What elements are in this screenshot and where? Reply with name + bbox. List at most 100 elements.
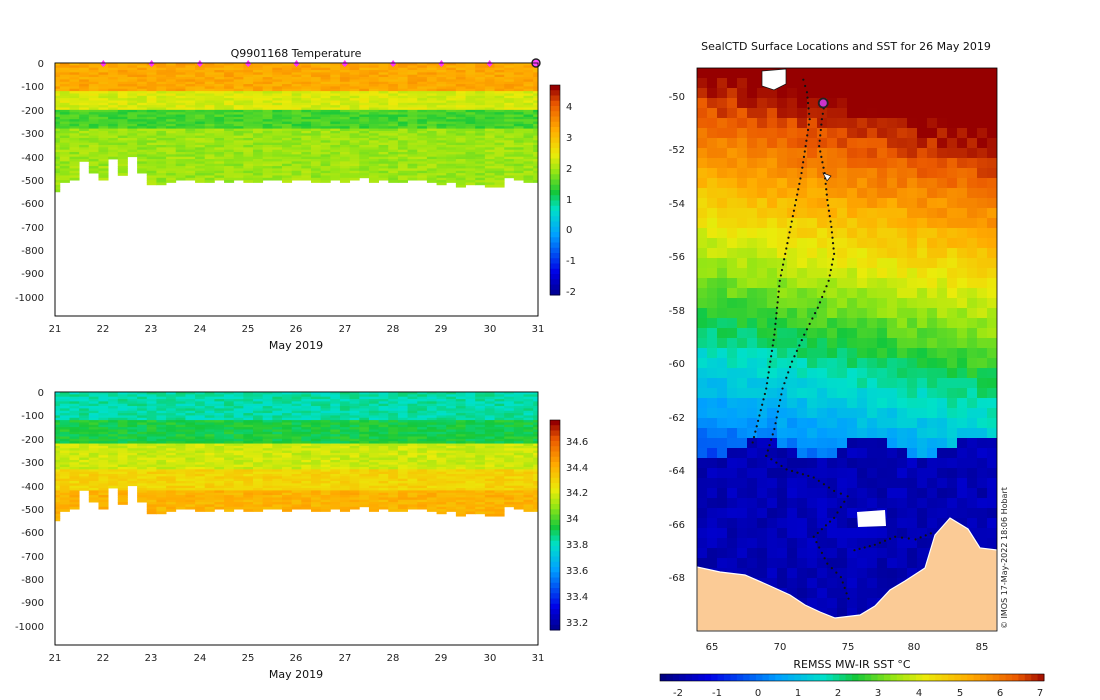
profile-cell [320, 130, 331, 134]
profile-cell [484, 506, 495, 510]
profile-cell [484, 168, 495, 172]
profile-cell [156, 485, 167, 489]
profile-cell [455, 502, 466, 505]
profile-cell [88, 152, 99, 155]
profile-cell [339, 466, 351, 470]
profile-cell [233, 102, 244, 106]
profile-cell [397, 166, 408, 169]
profile-cell [272, 420, 283, 423]
profile-cell [320, 466, 331, 470]
profile-cell [455, 67, 466, 71]
profile-cell [243, 142, 254, 146]
profile-cell [156, 452, 167, 456]
profile-cell [195, 79, 206, 83]
profile-cell [320, 457, 331, 461]
profile-cell [359, 403, 370, 407]
profile-cell [108, 396, 119, 400]
profile-cell [262, 109, 273, 113]
profile-cell [175, 429, 186, 433]
profile-cell [310, 70, 322, 73]
profile-cell [320, 81, 331, 85]
profile-cell [465, 105, 476, 108]
profile-cell [349, 168, 360, 172]
profile-cell [224, 438, 235, 442]
profile-cell [243, 481, 254, 484]
profile-cell [127, 84, 138, 87]
profile-cell [291, 410, 302, 414]
profile-cell [320, 105, 331, 108]
profile-cell [397, 441, 408, 444]
profile-cell [310, 109, 322, 113]
profile-cell [233, 168, 244, 172]
profile-cell [368, 401, 380, 405]
profile-cell [504, 114, 515, 118]
profile-cell [156, 509, 167, 512]
profile-cell [88, 128, 99, 132]
profile-cell [301, 455, 312, 458]
profile-cell [465, 495, 476, 498]
profile-cell [88, 441, 99, 444]
profile-cell [407, 462, 418, 466]
profile-cell [233, 403, 244, 407]
profile-cell [214, 70, 225, 73]
profile-cell [446, 466, 457, 470]
profile-cell [55, 168, 61, 172]
profile-cell [262, 401, 273, 405]
profile-cell [484, 459, 495, 463]
profile-cell [224, 105, 235, 108]
profile-cell [146, 471, 157, 475]
profile-cell [59, 163, 70, 167]
colorbar-segment [550, 284, 560, 291]
profile-cell [455, 128, 466, 132]
profile-cell [88, 81, 99, 85]
profile-cell [224, 488, 235, 491]
colorbar-segment [550, 247, 560, 254]
profile-cell [417, 438, 428, 442]
profile-cell [98, 417, 109, 421]
profile-cell [55, 144, 61, 148]
profile-cell [407, 98, 418, 101]
profile-cell [55, 184, 61, 188]
profile-cell [320, 144, 331, 148]
profile-cell [253, 497, 264, 501]
profile-cell [272, 485, 283, 489]
profile-cell [484, 70, 495, 73]
profile-cell [475, 392, 486, 395]
temperature-title: Q9901168 Temperature [231, 47, 362, 60]
profile-cell [224, 403, 235, 407]
profile-cell [301, 476, 312, 480]
profile-cell [175, 126, 186, 129]
profile-cell [426, 490, 437, 494]
profile-cell [88, 457, 99, 461]
profile-cell [195, 469, 206, 473]
profile-cell [465, 466, 476, 470]
profile-cell [204, 177, 215, 181]
profile-cell [523, 77, 534, 80]
profile-cell [330, 140, 341, 144]
profile-cell [108, 436, 119, 440]
profile-cell [310, 93, 322, 97]
profile-cell [368, 149, 380, 153]
profile-cell [272, 93, 283, 97]
profile-cell [484, 394, 495, 398]
profile-cell [55, 74, 61, 78]
profile-cell [204, 95, 215, 99]
profile-cell [79, 149, 90, 153]
profile-cell [262, 79, 273, 83]
profile-cell [253, 81, 264, 85]
profile-cell [407, 91, 418, 94]
colorbar-segment [550, 179, 560, 186]
profile-cell [301, 471, 312, 475]
profile-cell [484, 163, 495, 167]
profile-cell [204, 476, 215, 480]
profile-cell [59, 149, 70, 153]
profile-cell [523, 149, 534, 153]
profile-cell [156, 86, 167, 90]
profile-cell [359, 147, 370, 151]
profile-cell [69, 478, 80, 482]
profile-cell [98, 504, 109, 508]
profile-cell [262, 483, 273, 487]
profile-cell [513, 149, 524, 153]
profile-cell [166, 403, 177, 407]
profile-cell [214, 67, 225, 71]
